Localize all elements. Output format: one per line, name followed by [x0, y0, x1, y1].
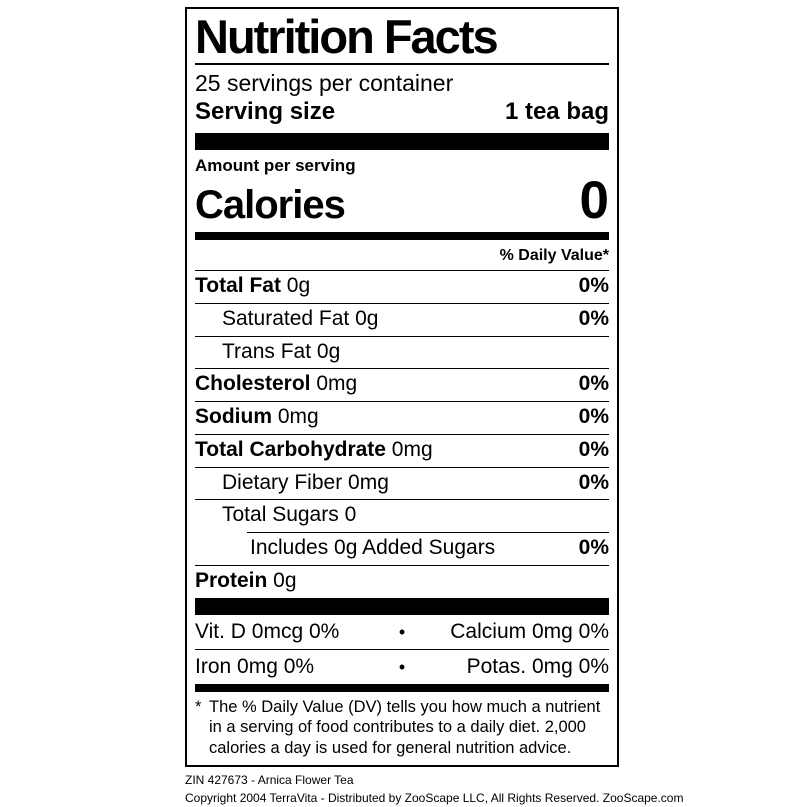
bullet-separator: • [398, 656, 406, 677]
calories-label: Calories [195, 183, 346, 227]
product-id-line: ZIN 427673 - Arnica Flower Tea [185, 773, 354, 788]
footnote-text: The % Daily Value (DV) tells you how muc… [209, 698, 601, 757]
micronutrient-left: Iron 0mg 0% [195, 654, 315, 678]
micronutrient-table: Vit. D 0mcg 0% • Calcium 0mg 0% Iron 0mg 0%… [195, 615, 609, 684]
nutrient-row: Total Sugars 0 [195, 500, 609, 532]
nutrient-name-amount: Saturated Fat 0g [222, 306, 379, 330]
nutrient-daily-value: 0% [578, 470, 609, 494]
nutrition-facts-title: Nutrition Facts [195, 10, 499, 63]
calories-value: 0 [579, 171, 609, 230]
footnote: * The % Daily Value (DV) tells you how m… [195, 692, 609, 758]
nutrient-row: Sodium 0mg 0% [195, 402, 609, 435]
product-footer: ZIN 427673 - Arnica Flower Tea Copyright… [185, 772, 800, 807]
micronutrient-right: Potas. 0mg 0% [466, 654, 609, 678]
serving-size-value: 1 tea bag [504, 98, 609, 126]
servings-per-container: 25 servings per container [195, 69, 454, 96]
micronutrient-right: Calcium 0mg 0% [450, 619, 609, 643]
nutrient-name-amount: Total Sugars 0 [222, 503, 357, 527]
partial-divider [247, 532, 609, 534]
thick-divider-top [195, 133, 609, 151]
bullet-separator: • [398, 621, 406, 642]
footnote-asterisk: * [195, 698, 202, 717]
medium-divider-calories [195, 232, 609, 240]
nutrient-name-amount: Total Fat 0g [195, 274, 311, 297]
micronutrient-left: Vit. D 0mcg 0% [195, 619, 340, 643]
title-divider [195, 62, 609, 65]
nutrient-row: Dietary Fiber 0mg 0% [195, 468, 609, 501]
nutrient-daily-value: 0% [578, 306, 609, 330]
nutrient-row: Saturated Fat 0g 0% [195, 304, 609, 337]
nutrient-row: Total Carbohydrate 0mg 0% [195, 435, 609, 468]
nutrient-name-amount: Includes 0g Added Sugars [250, 536, 496, 560]
nutrient-daily-value: 0% [578, 372, 609, 396]
nutrient-row: Total Fat 0g 0% [195, 271, 609, 304]
nutrient-daily-value: 0% [578, 405, 609, 429]
nutrient-name-amount: Cholesterol 0mg [195, 372, 358, 396]
micronutrient-row: Iron 0mg 0% • Potas. 0mg 0% [195, 650, 609, 684]
nutrient-table: Total Fat 0g 0% Saturated Fat 0g 0% Trans Fa… [195, 271, 609, 598]
nutrient-daily-value: 0% [578, 536, 609, 560]
nutrient-name-amount: Protein 0g [195, 568, 297, 592]
nutrient-row: Cholesterol 0mg 0% [195, 369, 609, 403]
nutrient-daily-value: 0% [578, 274, 609, 297]
nutrition-facts-label: Nutrition Facts 25 servings per containe… [185, 7, 619, 768]
nutrient-name-amount: Dietary Fiber 0mg [222, 470, 389, 494]
nutrient-daily-value: 0% [578, 437, 609, 461]
micronutrient-row: Vit. D 0mcg 0% • Calcium 0mg 0% [195, 615, 609, 650]
nutrient-row: Trans Fat 0g [195, 337, 609, 370]
nutrient-name-amount: Total Carbohydrate 0mg [195, 437, 433, 461]
nutrient-name-amount: Sodium 0mg [195, 405, 319, 429]
calories-row: Calories 0 [195, 171, 609, 230]
thick-divider-bottom [195, 597, 609, 615]
serving-size-row: Serving size 1 tea bag [195, 96, 609, 133]
nutrient-row: Includes 0g Added Sugars 0% [195, 533, 609, 566]
nutrient-name-amount: Trans Fat 0g [222, 339, 341, 363]
amount-per-serving-label: Amount per serving [195, 156, 356, 176]
medium-divider-footnote [195, 684, 609, 693]
serving-size-label: Serving size [195, 98, 336, 126]
nutrient-row: Protein 0g [195, 566, 609, 598]
copyright-line: Copyright 2004 TerraVita - Distributed b… [185, 790, 684, 805]
daily-value-header: % Daily Value* [195, 240, 609, 271]
